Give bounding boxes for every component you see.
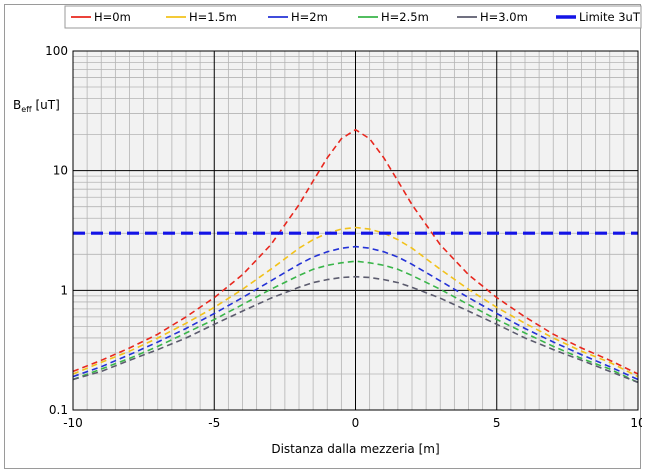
- x-tick-label: 0: [352, 416, 360, 430]
- legend-label-4: H=2.5m: [381, 10, 429, 24]
- y-tick-label: 0.1: [49, 403, 68, 417]
- y-axis-label-subscript: eff: [21, 105, 32, 114]
- legend-label-3: H=2m: [291, 10, 328, 24]
- x-tick-label: 5: [493, 416, 501, 430]
- y-tick-label: 10: [53, 164, 68, 178]
- x-tick-label: 10: [630, 416, 642, 430]
- x-tick-label: -5: [208, 416, 220, 430]
- legend-box: [64, 5, 642, 29]
- legend-label-1: H=0m: [94, 10, 131, 24]
- legend-label-2: H=1.5m: [189, 10, 237, 24]
- chart-svg: H=0m H=1.5m H=2m H=2.5m H=3.0m Limite 3uT -10…: [13, 5, 642, 456]
- y-axis-label: Beff [uT]: [13, 98, 60, 114]
- series-line-4: [72, 260, 639, 384]
- y-tick-label: 1: [60, 283, 68, 297]
- x-axis-label: Distanza dalla mezzeria [m]: [271, 442, 439, 456]
- x-tick-label: -10: [63, 416, 83, 430]
- y-axis-label-unit: [uT]: [32, 98, 60, 112]
- series-line-2: [72, 226, 639, 378]
- chart-frame: H=0m H=1.5m H=2m H=2.5m H=3.0m Limite 3uT -10…: [4, 4, 642, 469]
- y-tick-label: 100: [45, 44, 68, 58]
- series-line-5: [72, 275, 639, 384]
- plot-border: [72, 50, 639, 411]
- legend-label-6: Limite 3uT: [579, 10, 641, 24]
- y-axis-label-main: B: [13, 98, 21, 112]
- series-line-1: [72, 128, 639, 375]
- series-line-3: [72, 245, 639, 381]
- legend-label-5: H=3.0m: [480, 10, 528, 24]
